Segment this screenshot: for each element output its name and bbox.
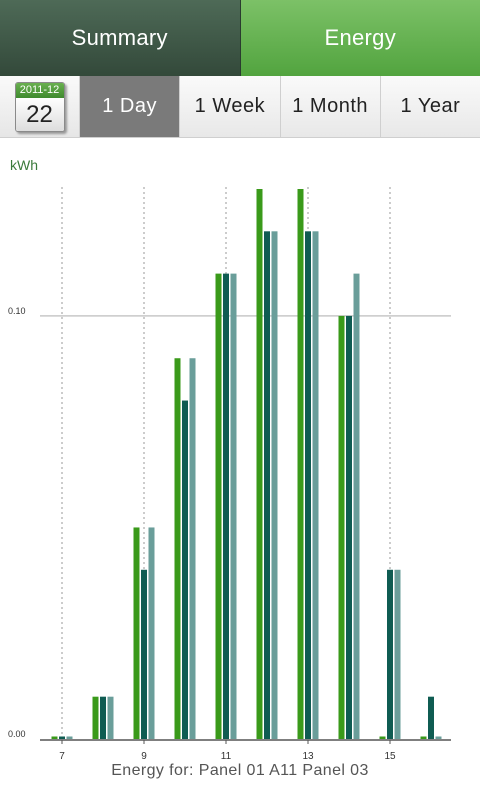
bar — [387, 569, 393, 739]
bar — [189, 358, 196, 739]
period-1-day[interactable]: 1 Day — [80, 76, 181, 137]
bar — [312, 231, 319, 740]
tab-energy-label: Energy — [324, 25, 396, 50]
bar — [133, 527, 140, 739]
x-tick-label: 15 — [384, 751, 396, 762]
calendar-day: 22 — [15, 97, 64, 131]
bar — [420, 736, 427, 739]
x-tick-label: 9 — [141, 751, 147, 762]
y-tick-label: 0.00 — [8, 729, 26, 739]
bar — [346, 315, 352, 739]
bar — [215, 273, 222, 739]
bar — [394, 569, 401, 739]
energy-for-caption: Energy for: Panel 01 A11 Panel 03 — [0, 762, 480, 780]
bar — [256, 189, 263, 739]
tab-summary-label: Summary — [71, 25, 168, 50]
calendar-month: 2011-12 — [15, 82, 64, 98]
energy-for-panels: Panel 01 A11 Panel 03 — [198, 762, 369, 779]
bar — [107, 696, 114, 739]
period-1-month[interactable]: 1 Month — [280, 76, 381, 137]
period-bar: 2011-12 22 1 Day 1 Week 1 Month 1 Year — [0, 76, 480, 138]
bar — [223, 273, 229, 739]
bar — [141, 569, 147, 739]
bar — [51, 736, 58, 739]
y-axis-unit-label: kWh — [10, 157, 38, 173]
bar — [100, 696, 106, 739]
bar — [148, 527, 155, 739]
y-tick-label: 0.10 — [8, 306, 26, 316]
x-tick-label: 7 — [59, 751, 65, 762]
bar — [379, 736, 386, 739]
top-tabs: Summary Energy — [0, 0, 480, 76]
period-1-week[interactable]: 1 Week — [180, 76, 281, 137]
bar — [435, 736, 442, 739]
x-tick-label: 11 — [221, 751, 232, 762]
tab-summary[interactable]: Summary — [0, 0, 241, 76]
bar — [230, 273, 237, 739]
period-1-year[interactable]: 1 Year — [380, 76, 480, 137]
bar — [264, 231, 270, 740]
energy-chart: kWh 0.00 0.10 7 9 11 13 15 — [0, 139, 480, 800]
tab-energy[interactable]: Energy — [240, 0, 480, 76]
bar — [182, 400, 188, 739]
bar-chart-svg: 0.00 0.10 7 9 11 13 15 — [8, 187, 451, 762]
bar — [92, 696, 99, 739]
bar — [271, 231, 278, 740]
bar — [66, 736, 73, 739]
bar — [428, 696, 434, 739]
date-picker-button[interactable]: 2011-12 22 — [0, 76, 80, 137]
calendar-icon: 2011-12 22 — [14, 81, 65, 132]
bar — [297, 189, 304, 739]
energy-for-prefix: Energy for: — [111, 762, 194, 779]
bar — [174, 358, 181, 739]
bar — [353, 273, 360, 739]
bar — [338, 315, 345, 739]
bar — [305, 231, 311, 740]
bar — [59, 736, 65, 739]
x-tick-label: 13 — [302, 751, 314, 762]
